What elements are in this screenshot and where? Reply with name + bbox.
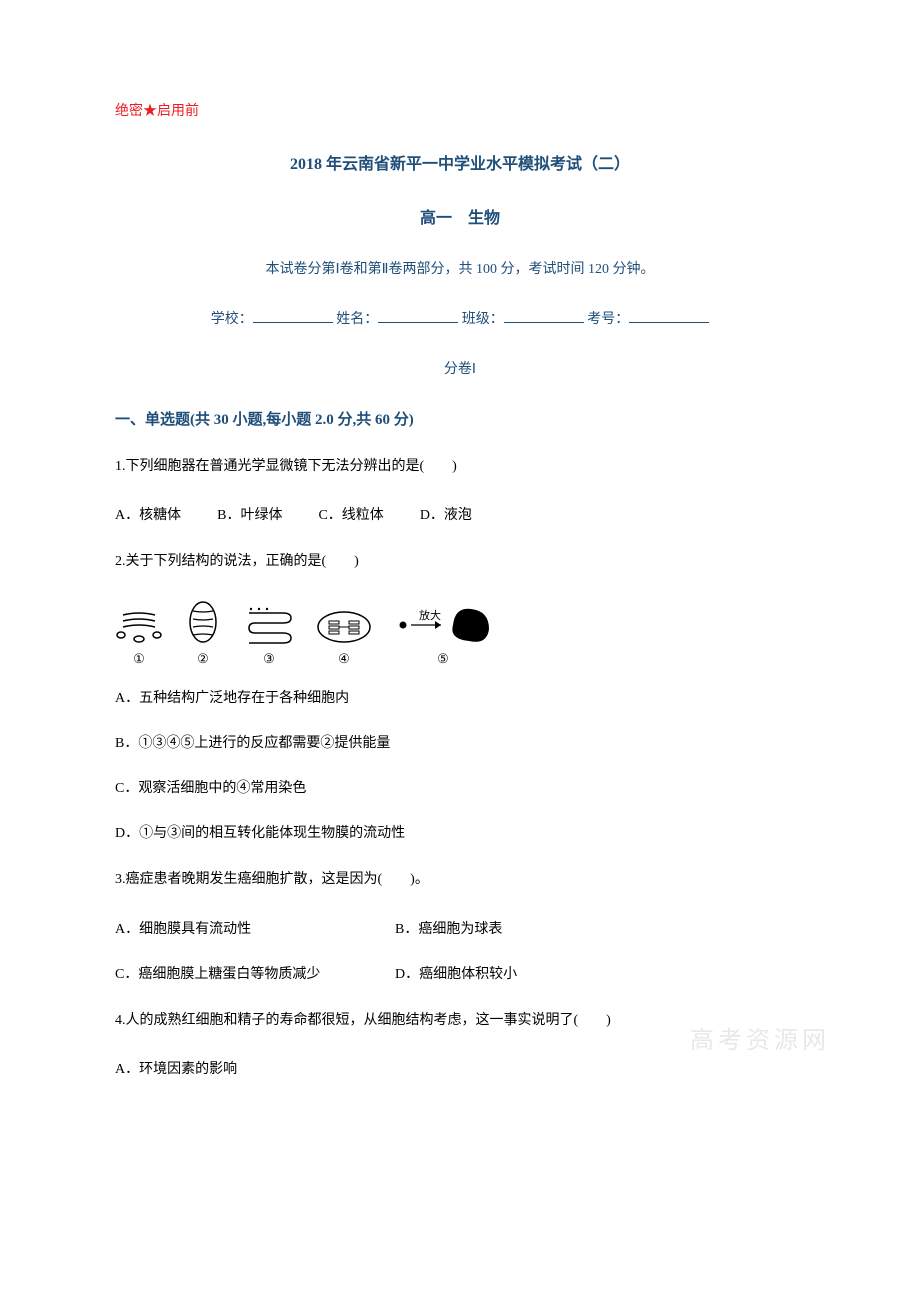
option-1c: C．线粒体 <box>318 504 383 524</box>
option-2b: B．①③④⑤上进行的反应都需要②提供能量 <box>115 732 805 752</box>
golgi-icon <box>115 605 163 645</box>
name-blank <box>378 309 458 323</box>
diagram-2: ② <box>183 599 223 667</box>
diagram-3: ③ <box>243 605 295 667</box>
option-2d: D．①与③间的相互转化能体现生物膜的流动性 <box>115 822 805 842</box>
student-info-line: 学校： 姓名： 班级： 考号： <box>115 308 805 328</box>
diagram-4: ④ <box>315 609 373 667</box>
confidential-label: 绝密★启用前 <box>115 100 805 120</box>
exam-description: 本试卷分第Ⅰ卷和第Ⅱ卷两部分，共 100 分，考试时间 120 分钟。 <box>115 258 805 278</box>
option-3b: B．癌细胞为球表 <box>395 918 502 938</box>
diagram-1: ① <box>115 605 163 667</box>
question-1-options: A．核糖体 B．叶绿体 C．线粒体 D．液泡 <box>115 504 805 524</box>
exam-title: 2018 年云南省新平一中学业水平模拟考试（二） <box>115 150 805 174</box>
option-2c: C．观察活细胞中的④常用染色 <box>115 777 805 797</box>
question-2-text: 2.关于下列结构的说法，正确的是( ) <box>115 549 805 574</box>
number-label: 考号： <box>587 312 629 327</box>
option-4a: A．环境因素的影响 <box>115 1058 805 1078</box>
class-label: 班级： <box>462 312 504 327</box>
question-3-text: 3.癌症患者晚期发生癌细胞扩散，这是因为( )。 <box>115 867 805 892</box>
section-header: 一、单选题(共 30 小题,每小题 2.0 分,共 60 分) <box>115 408 805 429</box>
exam-subtitle: 高一 生物 <box>115 204 805 228</box>
school-blank <box>253 309 333 323</box>
question-1-text: 1.下列细胞器在普通光学显微镜下无法分辨出的是( ) <box>115 454 805 479</box>
option-1b: B．叶绿体 <box>217 504 282 524</box>
diagram-4-label: ④ <box>338 651 350 667</box>
ribosome-icon: 放大 <box>393 605 493 645</box>
watermark: 高考资源网 <box>690 1020 830 1055</box>
school-label: 学校： <box>211 312 253 327</box>
diagram-3-label: ③ <box>263 651 275 667</box>
section-divider: 分卷Ⅰ <box>115 358 805 378</box>
question-3-options: A．细胞膜具有流动性 B．癌细胞为球表 C．癌细胞膜上糖蛋白等物质减少 D．癌细… <box>115 918 805 983</box>
option-1a: A．核糖体 <box>115 504 181 524</box>
diagram-2-label: ② <box>197 651 209 667</box>
option-3c: C．癌细胞膜上糖蛋白等物质减少 <box>115 963 395 983</box>
er-icon <box>243 605 295 645</box>
question-2-diagram: ① ② ③ ④ <box>115 599 805 667</box>
number-blank <box>629 309 709 323</box>
enlarge-text: 放大 <box>419 608 441 622</box>
mitochondria-icon <box>183 599 223 645</box>
option-2a: A．五种结构广泛地存在于各种细胞内 <box>115 687 805 707</box>
option-1d: D．液泡 <box>420 504 472 524</box>
name-label: 姓名： <box>336 312 378 327</box>
option-3d: D．癌细胞体积较小 <box>395 963 517 983</box>
diagram-5-label: ⑤ <box>437 651 449 667</box>
class-blank <box>504 309 584 323</box>
diagram-5: 放大 ⑤ <box>393 605 493 667</box>
chloroplast-icon <box>315 609 373 645</box>
diagram-1-label: ① <box>133 651 145 667</box>
option-3a: A．细胞膜具有流动性 <box>115 918 395 938</box>
